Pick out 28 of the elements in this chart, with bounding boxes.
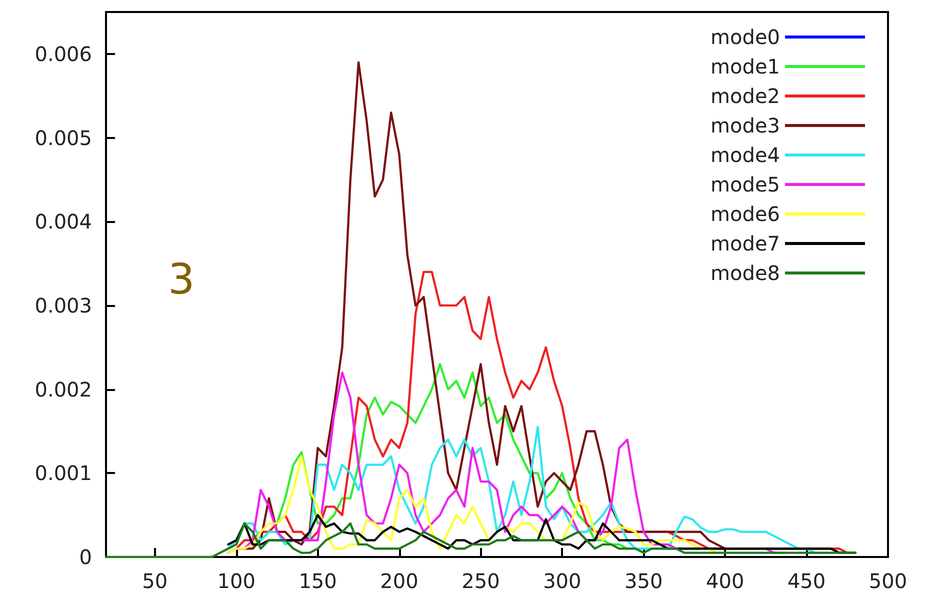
y-tick-label: 0.006	[34, 42, 92, 66]
y-tick-label: 0.001	[34, 461, 92, 486]
legend-label: mode0	[710, 25, 780, 49]
x-tick-label: 50	[142, 569, 168, 593]
y-tick-label: 0.002	[34, 377, 92, 402]
y-tick-label: 0.004	[34, 210, 92, 234]
x-tick-label: 400	[706, 569, 744, 593]
legend-label: mode4	[710, 143, 780, 167]
legend-label: mode7	[710, 232, 780, 256]
y-tick-label: 0.005	[34, 126, 92, 150]
legend-label: mode1	[710, 54, 780, 78]
x-tick-label: 250	[462, 569, 500, 593]
x-tick-label: 450	[787, 569, 826, 593]
legend-label: mode8	[710, 261, 780, 285]
legend-label: mode6	[710, 202, 780, 226]
x-tick-label: 350	[624, 569, 663, 593]
legend-label: mode3	[710, 114, 780, 138]
x-tick-label: 500	[868, 569, 908, 593]
legend-label: mode5	[710, 172, 780, 196]
x-tick-label: 100	[217, 569, 256, 593]
annotation: 3	[168, 254, 195, 304]
line-series	[104, 522, 857, 558]
x-tick-label: 300	[543, 569, 582, 593]
y-tick-label: 0.003	[34, 293, 92, 318]
y-tick-label: 0	[79, 545, 92, 569]
legend-label: mode2	[710, 84, 780, 108]
x-tick-label: 200	[380, 569, 418, 593]
x-tick-label: 150	[298, 569, 337, 593]
